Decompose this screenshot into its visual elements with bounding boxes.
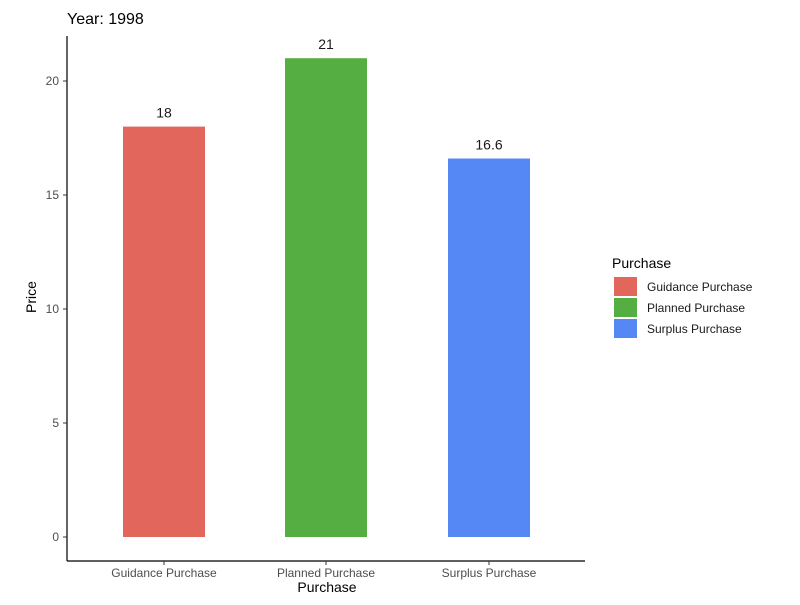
legend-swatch: [614, 277, 637, 296]
legend-label: Surplus Purchase: [647, 322, 742, 336]
x-tick-label: Planned Purchase: [277, 566, 375, 580]
bar-value-label: 21: [318, 36, 334, 52]
y-axis: 0 5 10 15 20: [46, 36, 68, 561]
chart-title: Year: 1998: [67, 11, 144, 28]
bars-group: [123, 58, 530, 537]
value-labels-group: 18 21 16.6: [156, 36, 503, 152]
x-axis-title: Purchase: [297, 579, 356, 595]
x-tick-label: Surplus Purchase: [442, 566, 537, 580]
bar-value-label: 16.6: [475, 137, 502, 153]
bar: [285, 58, 367, 537]
y-tick-label: 0: [52, 530, 59, 544]
y-tick-label: 10: [46, 302, 60, 316]
y-tick-label: 15: [46, 188, 60, 202]
bar-value-label: 18: [156, 105, 172, 121]
y-tick-label: 5: [52, 416, 59, 430]
x-tick-label: Guidance Purchase: [111, 566, 217, 580]
bar: [448, 158, 530, 537]
legend-label: Planned Purchase: [647, 301, 745, 315]
legend-title: Purchase: [612, 255, 671, 271]
legend: Purchase Guidance Purchase Planned Purcha…: [612, 255, 753, 338]
bar: [123, 126, 205, 537]
legend-label: Guidance Purchase: [647, 280, 753, 294]
x-axis: Guidance Purchase Planned Purchase Surplus…: [67, 560, 585, 580]
legend-swatch: [614, 298, 637, 317]
legend-swatch: [614, 319, 637, 338]
y-axis-title: Price: [23, 281, 39, 313]
y-tick-label: 20: [46, 74, 60, 88]
